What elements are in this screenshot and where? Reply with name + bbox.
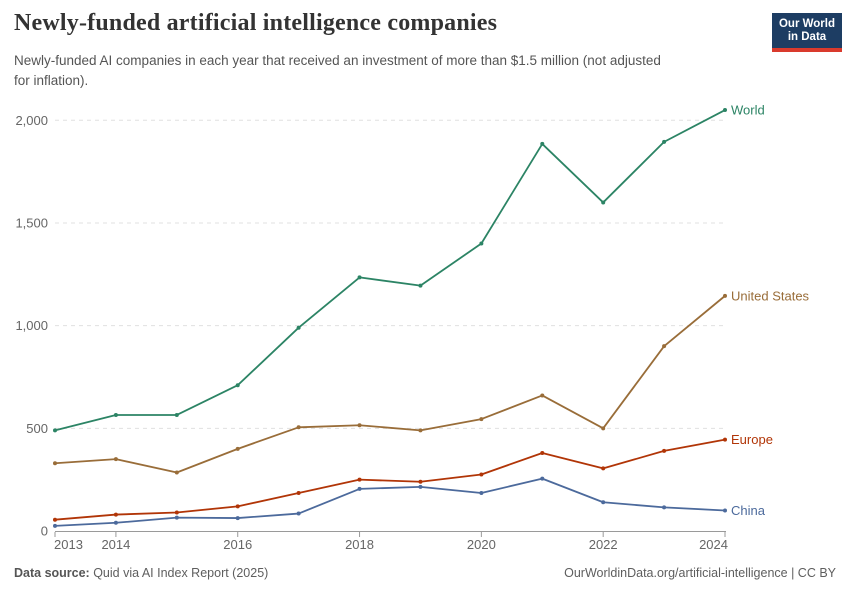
series-point-europe-2020 [479, 472, 484, 477]
chart-subtitle-line1: Newly-funded AI companies in each year t… [14, 53, 661, 68]
attribution-link[interactable]: OurWorldinData.org/artificial-intelligen… [564, 566, 836, 580]
chart-subtitle-line2: for inflation). [14, 73, 89, 88]
series-point-china-2024 [723, 508, 727, 513]
series-point-europe-2016 [235, 504, 240, 509]
series-point-world-2020 [479, 241, 484, 246]
data-source-text: Quid via AI Index Report (2025) [89, 566, 269, 580]
chart-footer: Data source: Quid via AI Index Report (2… [14, 566, 836, 580]
series-point-world-2021 [540, 141, 545, 146]
x-tick-label: 2016 [223, 537, 252, 552]
x-tick-label: 2018 [345, 537, 374, 552]
y-tick-label: 2,000 [15, 113, 48, 128]
series-point-world-2019 [418, 283, 423, 288]
series-line-china[interactable] [54, 477, 726, 527]
series-point-united-states-2018 [357, 423, 362, 428]
series-line-world[interactable] [54, 109, 726, 432]
series-label-china[interactable]: China [731, 503, 766, 518]
series-point-china-2021 [540, 476, 545, 481]
series-point-united-states-2024 [723, 293, 727, 298]
series-point-world-2018 [357, 275, 362, 280]
series-point-europe-2017 [296, 491, 301, 496]
series-label-europe[interactable]: Europe [731, 432, 773, 447]
page-title: Newly-funded artificial intelligence com… [14, 10, 498, 36]
y-tick-label: 1,500 [15, 215, 48, 230]
series-label-world[interactable]: World [731, 103, 765, 118]
series-point-united-states-2015 [174, 470, 179, 475]
chart-subtitle: Newly-funded AI companies in each year t… [14, 51, 661, 91]
series-point-europe-2021 [540, 450, 545, 455]
line-chart[interactable]: 0 500 1,000 1,500 2,000 2013 2014 2016 2018 2020 2… [0, 0, 850, 560]
series-point-china-2023 [662, 505, 667, 510]
series-point-united-states-2014 [113, 457, 118, 462]
x-tick-label: 2024 [699, 537, 728, 552]
owid-logo-line2: in Data [787, 31, 827, 43]
series-point-world-2016 [235, 383, 240, 388]
y-tick-label: 500 [26, 421, 48, 436]
series-point-united-states-2020 [479, 417, 484, 422]
series-point-china-2015 [174, 515, 179, 520]
series-point-united-states-2022 [601, 426, 606, 431]
series-point-world-2015 [174, 412, 179, 417]
series-point-united-states-2019 [418, 428, 423, 433]
series-point-europe-2019 [418, 479, 423, 484]
series-point-united-states-2021 [540, 393, 545, 398]
series-point-china-2022 [601, 500, 606, 505]
series-point-europe-2014 [113, 512, 118, 517]
series-line-europe[interactable] [54, 438, 726, 521]
series-point-world-2014 [113, 412, 118, 417]
series-point-china-2020 [479, 491, 484, 496]
series-point-china-2018 [357, 486, 362, 491]
series-point-china-2017 [296, 511, 301, 516]
series-point-world-2017 [296, 325, 301, 330]
y-tick-label: 0 [41, 524, 48, 539]
series-point-china-2013 [53, 523, 57, 528]
series-point-europe-2013 [53, 517, 57, 522]
series-point-united-states-2016 [235, 446, 240, 451]
series-point-europe-2015 [174, 510, 179, 515]
series-point-europe-2023 [662, 448, 667, 453]
series-point-united-states-2023 [662, 344, 667, 349]
owid-logo-line1: Our World [778, 18, 835, 30]
series-point-united-states-2017 [296, 425, 301, 430]
series-point-world-2024 [723, 108, 727, 113]
data-source-note: Data source: Quid via AI Index Report (2… [14, 566, 268, 580]
x-tick-label: 2014 [101, 537, 130, 552]
series-line-united-states[interactable] [54, 294, 726, 474]
x-tick-label: 2020 [467, 537, 496, 552]
series-point-china-2016 [235, 516, 240, 521]
series-point-china-2014 [113, 520, 118, 525]
data-source-label: Data source: [14, 566, 90, 580]
owid-logo[interactable]: Our World in Data [772, 13, 842, 52]
x-tick-label: 2022 [589, 537, 618, 552]
series-point-europe-2018 [357, 477, 362, 482]
series-label-united-states[interactable]: United States [731, 288, 810, 303]
y-tick-label: 1,000 [15, 318, 48, 333]
series-point-world-2013 [53, 428, 57, 433]
series-point-europe-2024 [723, 437, 727, 442]
series-point-united-states-2013 [53, 461, 57, 466]
series-point-world-2022 [601, 200, 606, 205]
series-point-europe-2022 [601, 466, 606, 471]
series-point-china-2019 [418, 484, 423, 489]
x-tick-label: 2013 [54, 537, 83, 552]
series-point-world-2023 [662, 139, 667, 144]
